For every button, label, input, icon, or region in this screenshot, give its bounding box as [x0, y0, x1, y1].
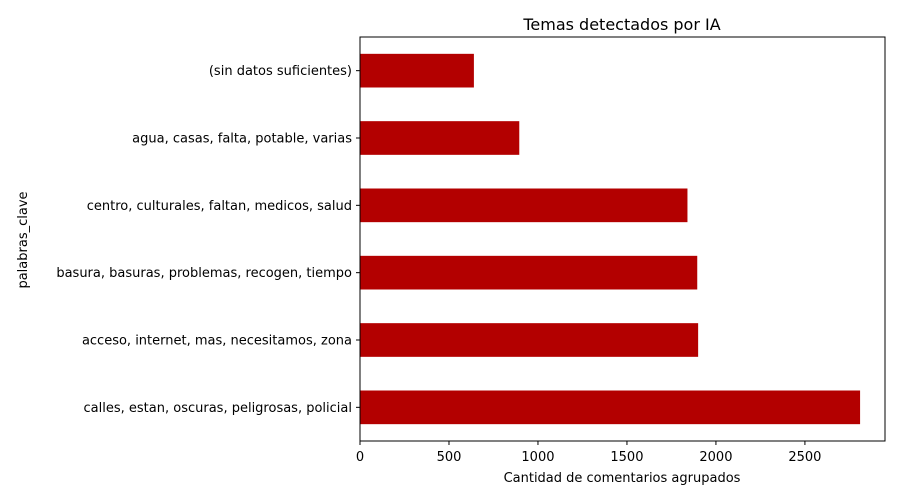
x-tick-label-4: 2000 — [699, 450, 732, 465]
bar-1 — [360, 323, 699, 357]
x-tick-label-5: 2500 — [788, 450, 821, 465]
bar-0 — [360, 390, 861, 425]
y-tick-label-0: calles, estan, oscuras, peligrosas, poli… — [84, 401, 352, 416]
bars-group — [360, 53, 861, 425]
y-tick-label-3: centro, culturales, faltan, medicos, sal… — [87, 199, 352, 214]
chart-title: Temas detectados por IA — [522, 15, 720, 34]
bar-4 — [360, 121, 520, 155]
x-tick-label-3: 1500 — [610, 450, 643, 465]
x-tick-label-2: 1000 — [521, 450, 554, 465]
x-ticks-group: 0 500 1000 1500 2000 2500 — [356, 441, 821, 465]
x-tick-label-0: 0 — [356, 450, 364, 465]
bar-2 — [360, 255, 698, 290]
x-axis-label: Cantidad de comentarios agrupados — [504, 471, 741, 486]
bar-3 — [360, 188, 688, 223]
bar-5 — [360, 53, 474, 88]
y-tick-label-1: acceso, internet, mas, necesitamos, zona — [82, 334, 352, 349]
y-tick-label-2: basura, basuras, problemas, recogen, tie… — [56, 266, 352, 281]
y-ticks-group: calles, estan, oscuras, peligrosas, poli… — [56, 64, 360, 416]
y-tick-label-5: (sin datos suficientes) — [209, 64, 352, 79]
plot-frame — [359, 36, 886, 442]
y-axis-label: palabras_clave — [16, 191, 31, 288]
y-tick-label-4: agua, casas, falta, potable, varias — [132, 132, 352, 147]
x-tick-label-1: 500 — [437, 450, 462, 465]
